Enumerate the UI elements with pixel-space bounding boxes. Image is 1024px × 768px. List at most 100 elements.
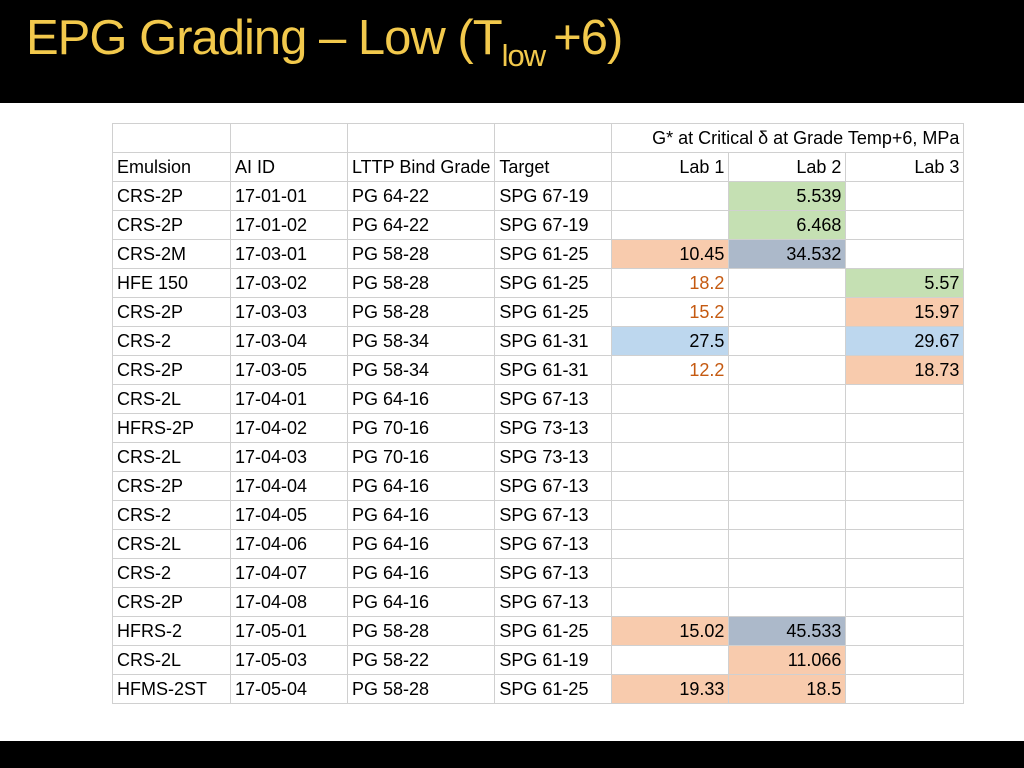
cell-target: SPG 73-13 [494, 442, 613, 472]
table-row: HFRS-2P 17-04-02 PG 70-16 SPG 73-13 [112, 413, 965, 443]
cell-lab-1 [611, 587, 730, 617]
cell-ai-id: 17-04-08 [230, 587, 348, 617]
cell-emulsion: CRS-2L [112, 384, 231, 414]
cell-emulsion: CRS-2 [112, 500, 231, 530]
cell-lab-2: 34.532 [728, 239, 847, 269]
cell-lab-2: 18.5 [728, 674, 847, 704]
title-main: EPG Grading – Low (T [26, 11, 503, 65]
cell-lttp-bind-grade: PG 64-16 [346, 529, 496, 559]
cell-target: SPG 61-31 [494, 326, 613, 356]
table-row: CRS-2L 17-04-03 PG 70-16 SPG 73-13 [112, 442, 965, 472]
cell-ai-id: 17-04-04 [230, 471, 348, 501]
lab-group-header: G* at Critical δ at Grade Temp+6, MPa [611, 123, 965, 153]
cell-lttp-bind-grade: PG 58-28 [346, 674, 496, 704]
cell-target: SPG 61-25 [494, 268, 613, 298]
cell-lttp-bind-grade: PG 58-28 [346, 268, 496, 298]
cell-ai-id: 17-03-01 [230, 239, 348, 269]
cell-lab-1 [611, 384, 730, 414]
cell-lttp-bind-grade: PG 58-34 [346, 326, 496, 356]
cell-ai-id: 17-01-02 [230, 210, 348, 240]
table-row: CRS-2P 17-01-01 PG 64-22 SPG 67-19 5.539 [112, 181, 965, 211]
cell-emulsion: CRS-2P [112, 471, 231, 501]
cell-ai-id: 17-04-01 [230, 384, 348, 414]
cell-ai-id: 17-04-03 [230, 442, 348, 472]
table-row: CRS-2L 17-04-01 PG 64-16 SPG 67-13 [112, 384, 965, 414]
cell-lttp-bind-grade: PG 64-16 [346, 384, 496, 414]
cell-target: SPG 67-13 [494, 529, 613, 559]
cell-ai-id: 17-03-02 [230, 268, 348, 298]
table-row: CRS-2L 17-04-06 PG 64-16 SPG 67-13 [112, 529, 965, 559]
cell-lab-2 [728, 500, 847, 530]
cell-lab-3 [845, 587, 965, 617]
table-row: CRS-2P 17-03-03 PG 58-28 SPG 61-25 15.2 15.97 [112, 297, 965, 327]
header-ai-id: AI ID [230, 152, 348, 182]
bottom-bar [0, 741, 1024, 768]
cell-lab-2 [728, 558, 847, 588]
cell-lab-3 [845, 210, 965, 240]
cell-lab-1 [611, 442, 730, 472]
table-row: CRS-2 17-04-07 PG 64-16 SPG 67-13 [112, 558, 965, 588]
cell-emulsion: CRS-2M [112, 239, 231, 269]
cell-lab-3 [845, 529, 965, 559]
table-row: HFE 150 17-03-02 PG 58-28 SPG 61-25 18.2 5.57 [112, 268, 965, 298]
cell-emulsion: CRS-2 [112, 326, 231, 356]
cell-lab-3 [845, 500, 965, 530]
cell-lab-2: 6.468 [728, 210, 847, 240]
cell-lab-3 [845, 413, 965, 443]
cell-target: SPG 67-13 [494, 384, 613, 414]
header-lab-1: Lab 1 [611, 152, 730, 182]
cell-lttp-bind-grade: PG 70-16 [346, 442, 496, 472]
cell-emulsion: HFRS-2 [112, 616, 231, 646]
title-subscript: low [501, 38, 547, 73]
blank-cell [230, 123, 348, 153]
cell-target: SPG 73-13 [494, 413, 613, 443]
cell-lab-3: 5.57 [845, 268, 965, 298]
cell-lttp-bind-grade: PG 64-22 [346, 210, 496, 240]
title-bar: EPG Grading – Low (Tlow +6) [0, 0, 1024, 103]
cell-lab-2 [728, 529, 847, 559]
cell-lab-2 [728, 442, 847, 472]
cell-lab-2 [728, 326, 847, 356]
cell-ai-id: 17-04-02 [230, 413, 348, 443]
cell-lab-1: 27.5 [611, 326, 730, 356]
table-row: CRS-2 17-03-04 PG 58-34 SPG 61-31 27.5 29.67 [112, 326, 965, 356]
cell-lab-3: 18.73 [845, 355, 965, 385]
cell-lab-2 [728, 413, 847, 443]
cell-emulsion: CRS-2P [112, 297, 231, 327]
table-row: CRS-2P 17-04-04 PG 64-16 SPG 67-13 [112, 471, 965, 501]
slide-title: EPG Grading – Low (Tlow +6) [26, 11, 623, 72]
cell-lab-3: 15.97 [845, 297, 965, 327]
cell-lab-3: 29.67 [845, 326, 965, 356]
cell-ai-id: 17-05-04 [230, 674, 348, 704]
cell-lab-2 [728, 587, 847, 617]
cell-target: SPG 61-25 [494, 239, 613, 269]
table-row: CRS-2 17-04-05 PG 64-16 SPG 67-13 [112, 500, 965, 530]
table-row: CRS-2M 17-03-01 PG 58-28 SPG 61-25 10.45 34.5… [112, 239, 965, 269]
cell-ai-id: 17-03-05 [230, 355, 348, 385]
cell-emulsion: CRS-2L [112, 529, 231, 559]
header-emulsion: Emulsion [112, 152, 231, 182]
cell-emulsion: CRS-2L [112, 442, 231, 472]
cell-target: SPG 61-25 [494, 616, 613, 646]
cell-lab-3 [845, 239, 965, 269]
cell-lab-1 [611, 645, 730, 675]
cell-lab-2 [728, 355, 847, 385]
blank-cell [346, 123, 496, 153]
cell-target: SPG 61-19 [494, 645, 613, 675]
cell-lab-3 [845, 616, 965, 646]
cell-lab-1 [611, 529, 730, 559]
header-lab-2: Lab 2 [728, 152, 847, 182]
cell-lttp-bind-grade: PG 70-16 [346, 413, 496, 443]
cell-lab-1: 12.2 [611, 355, 730, 385]
cell-lab-2: 5.539 [728, 181, 847, 211]
cell-ai-id: 17-03-03 [230, 297, 348, 327]
cell-lab-3 [845, 471, 965, 501]
cell-lab-3 [845, 645, 965, 675]
cell-target: SPG 61-31 [494, 355, 613, 385]
cell-lab-3 [845, 558, 965, 588]
cell-emulsion: CRS-2 [112, 558, 231, 588]
cell-lab-2 [728, 471, 847, 501]
cell-target: SPG 61-25 [494, 674, 613, 704]
cell-lttp-bind-grade: PG 58-28 [346, 616, 496, 646]
cell-lab-1: 10.45 [611, 239, 730, 269]
